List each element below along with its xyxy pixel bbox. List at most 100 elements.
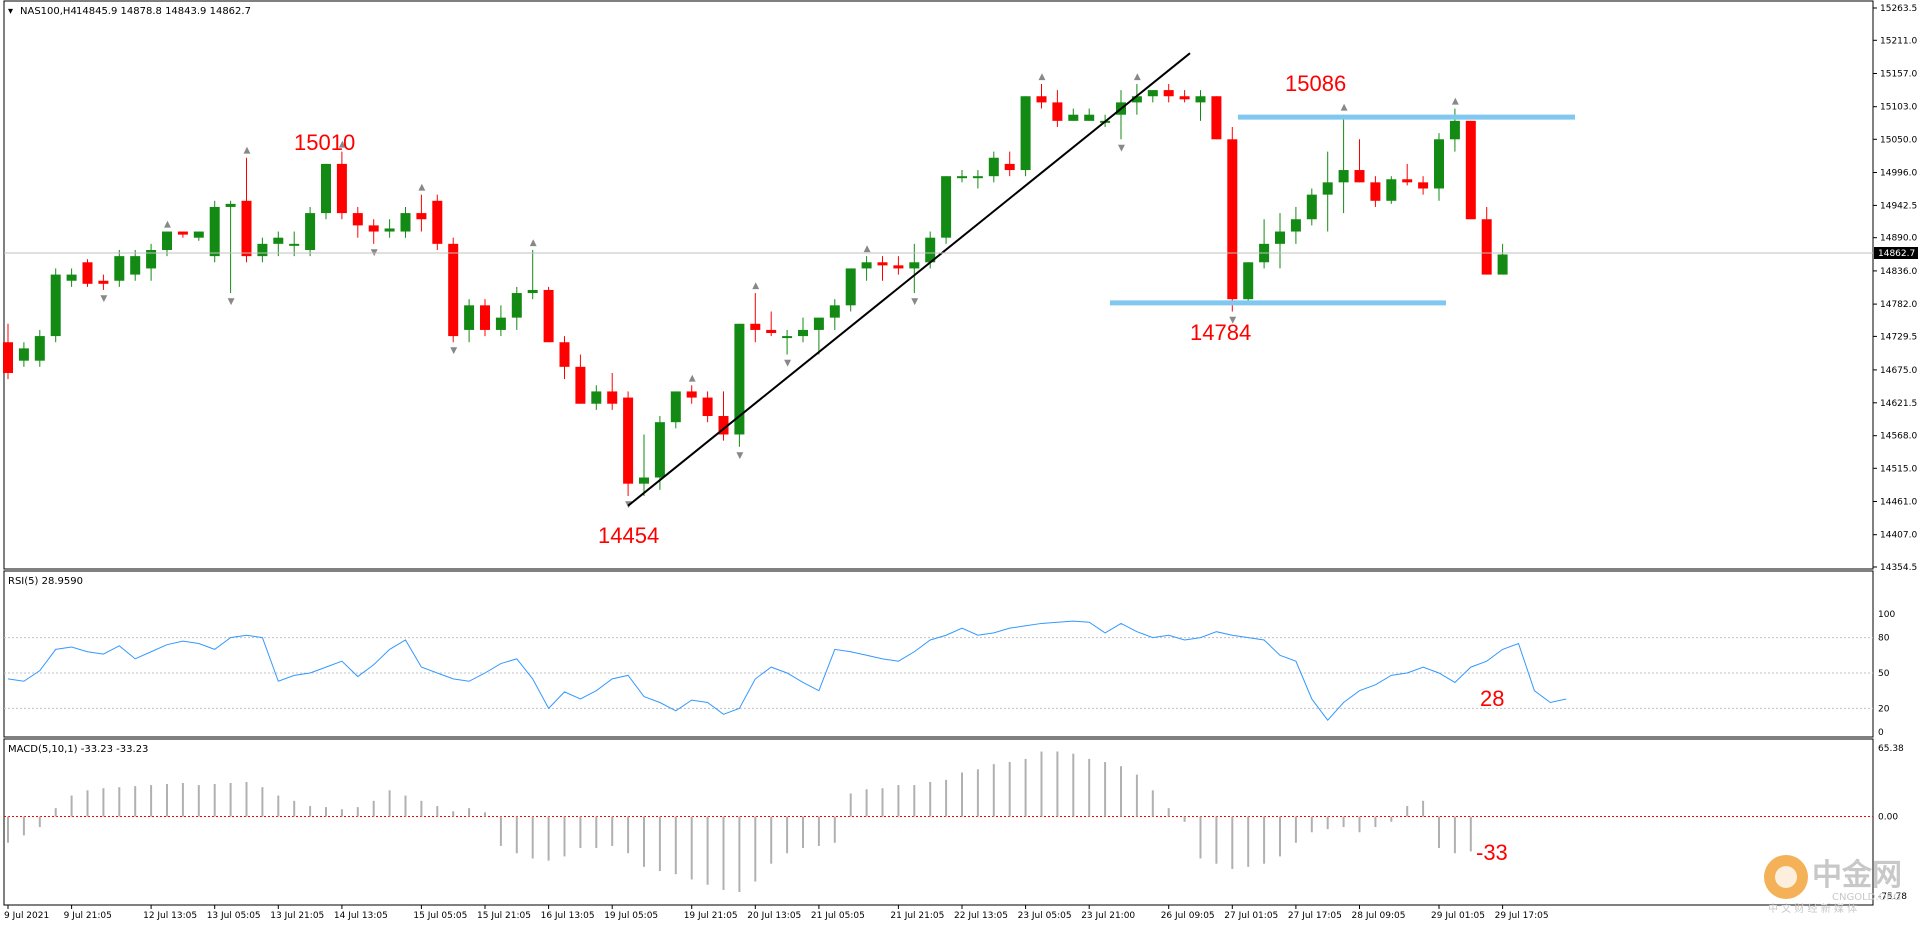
bull-candle xyxy=(321,163,331,214)
bull-candle xyxy=(782,336,793,339)
fractal-down-icon: ▼ xyxy=(228,297,235,307)
bull-candle xyxy=(495,317,506,330)
fractal-up-icon: ▲ xyxy=(689,373,696,383)
price-tick-label: 14621.5 xyxy=(1880,399,1917,409)
rsi-level-label: 50 xyxy=(1878,669,1890,679)
time-tick-label: 19 Jul 05:05 xyxy=(604,911,658,921)
time-tick-label: 21 Jul 05:05 xyxy=(811,911,865,921)
time-tick-label: 29 Jul 17:05 xyxy=(1495,911,1549,921)
macd-header: MACD(5,10,1) -33.23 -33.23 xyxy=(8,744,148,755)
watermark-site: CNGOLD.ORG xyxy=(1832,892,1901,903)
bull-candle xyxy=(400,213,411,232)
price-tick-label: 14354.5 xyxy=(1880,563,1917,573)
bull-candle xyxy=(1449,120,1460,140)
price-annotation: 15010 xyxy=(294,130,355,155)
bear-candle xyxy=(480,305,490,330)
bull-candle xyxy=(1020,96,1031,171)
time-tick-label: 23 Jul 05:05 xyxy=(1018,911,1072,921)
price-tick-label: 14890.0 xyxy=(1880,234,1917,244)
price-tick-label: 15050.0 xyxy=(1880,135,1917,145)
rsi-level-label: 0 xyxy=(1878,728,1884,738)
bull-candle xyxy=(829,305,840,318)
collapse-arrow-icon[interactable]: ▾ xyxy=(8,6,13,17)
bear-candle xyxy=(1418,182,1429,189)
bear-candle xyxy=(543,289,554,343)
bull-candle xyxy=(1386,179,1397,201)
time-tick-label: 12 Jul 13:05 xyxy=(143,911,197,921)
bear-candle xyxy=(336,163,347,214)
bull-candle xyxy=(225,203,236,207)
bull-candle xyxy=(798,329,808,337)
bear-candle xyxy=(1163,90,1174,97)
watermark-tagline: 中 文 财 经 新 媒 体 xyxy=(1768,902,1857,915)
macd-axis-label: -75.78 xyxy=(1878,892,1907,902)
bull-candle xyxy=(464,305,475,330)
bull-candle xyxy=(591,391,602,404)
fractal-down-icon: ▼ xyxy=(450,346,457,356)
bear-candle xyxy=(1179,96,1190,100)
bear-candle xyxy=(352,213,363,226)
bull-candle xyxy=(146,249,157,269)
bear-candle xyxy=(766,329,777,334)
macd-axis-label: 0.00 xyxy=(1878,813,1898,823)
fractal-down-icon: ▼ xyxy=(1118,143,1125,153)
price-panel xyxy=(3,0,1874,570)
price-tick-label: 14515.0 xyxy=(1880,464,1917,474)
price-tick-label: 15157.0 xyxy=(1880,69,1917,79)
bear-candle xyxy=(607,391,618,404)
price-levels xyxy=(627,52,1575,507)
bull-candle xyxy=(957,176,967,179)
bear-candle xyxy=(1211,96,1222,140)
bear-candle xyxy=(1402,179,1413,183)
price-tick-label: 15263.5 xyxy=(1880,4,1917,14)
time-tick-label: 29 Jul 01:05 xyxy=(1431,911,1485,921)
fractal-down-icon: ▼ xyxy=(1229,315,1236,325)
bear-candle xyxy=(1481,219,1492,275)
bull-candle xyxy=(813,317,824,330)
bull-candle xyxy=(639,477,649,484)
bull-candle xyxy=(114,256,125,281)
time-tick-label: 23 Jul 21:00 xyxy=(1081,911,1135,921)
bull-candle xyxy=(50,274,61,337)
bear-candle xyxy=(1036,96,1047,103)
symbol-header: NAS100,H4 xyxy=(20,6,77,17)
macd-panel xyxy=(3,738,1874,906)
price-axis: 15263.5 15211.0 15157.0 15103.0 15050.0 14996… xyxy=(1873,4,1917,573)
bull-candle xyxy=(66,274,77,281)
bull-candle xyxy=(1338,170,1349,183)
fractal-down-icon: ▼ xyxy=(911,297,918,307)
bull-candle xyxy=(1322,182,1333,195)
bull-candle xyxy=(1084,114,1095,121)
bear-candle xyxy=(98,280,109,284)
bull-candle xyxy=(909,262,920,269)
bull-candle xyxy=(1243,262,1254,300)
ohlc-header: 14845.9 14878.8 14843.9 14862.7 xyxy=(76,6,251,17)
bear-candle xyxy=(368,225,379,232)
price-tick-label: 14836.0 xyxy=(1880,267,1917,277)
bull-candle xyxy=(1068,114,1079,121)
watermark-brand: 中金网 xyxy=(1812,858,1902,893)
bull-candle xyxy=(1195,96,1206,103)
bull-candle xyxy=(305,213,316,250)
time-tick-label: 22 Jul 13:05 xyxy=(954,911,1008,921)
fractal-up-icon: ▲ xyxy=(752,281,759,291)
bear-candle xyxy=(893,265,904,269)
price-tick-label: 14782.0 xyxy=(1880,300,1917,310)
current-price-box xyxy=(1874,247,1918,259)
bear-candle xyxy=(1227,139,1238,300)
bull-candle xyxy=(1290,219,1301,232)
bull-candle xyxy=(1434,139,1444,189)
bull-candle xyxy=(670,391,681,423)
bear-candle xyxy=(416,213,427,220)
fractal-up-icon: ▲ xyxy=(1452,97,1459,107)
fractal-up-icon: ▲ xyxy=(244,146,251,156)
rsi-level-label: 100 xyxy=(1878,610,1895,620)
time-axis: 9 Jul 2021 9 Jul 21:05 12 Jul 13:05 13 Jul … xyxy=(4,905,1549,921)
fractal-up-icon: ▲ xyxy=(418,183,425,193)
bull-candle xyxy=(734,323,745,435)
time-tick-label: 19 Jul 21:05 xyxy=(684,911,738,921)
bull-candle xyxy=(1306,194,1317,220)
bear-candle xyxy=(1370,182,1381,201)
time-tick-label: 21 Jul 21:05 xyxy=(890,911,944,921)
